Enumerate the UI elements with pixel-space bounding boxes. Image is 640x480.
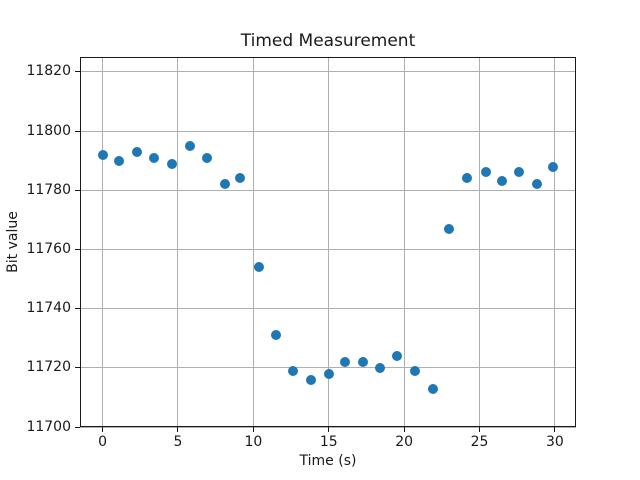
x-tick-mark (554, 427, 556, 432)
scatter-point (497, 176, 508, 187)
y-tick-label: 11760 (26, 240, 71, 257)
x-gridline (403, 57, 405, 427)
y-tick-label: 11800 (26, 122, 71, 139)
y-tick-mark (75, 367, 80, 369)
x-tick-mark (102, 427, 104, 432)
y-tick-mark (75, 189, 80, 191)
x-gridline (177, 57, 179, 427)
scatter-point (409, 365, 420, 376)
y-gridline (80, 130, 576, 132)
x-tick-label: 10 (244, 434, 263, 450)
x-tick-mark (328, 427, 330, 432)
y-tick-mark (75, 426, 80, 428)
y-tick-mark (75, 248, 80, 250)
y-tick-label: 11700 (26, 418, 71, 435)
scatter-point (148, 152, 159, 163)
scatter-point (234, 173, 245, 184)
y-tick-label: 11740 (26, 300, 71, 317)
x-tick-label: 5 (173, 434, 183, 450)
scatter-point (323, 368, 334, 379)
x-tick-label: 20 (395, 434, 414, 450)
scatter-point (166, 158, 177, 169)
scatter-point (219, 179, 230, 190)
y-gridline (80, 71, 576, 73)
plot-area (80, 57, 576, 427)
scatter-point (114, 155, 125, 166)
y-gridline (80, 426, 576, 428)
x-tick-label: 0 (98, 434, 108, 450)
x-gridline (252, 57, 254, 427)
x-tick-label: 25 (470, 434, 489, 450)
scatter-point (132, 146, 143, 157)
x-gridline (328, 57, 330, 427)
scatter-point (531, 179, 542, 190)
y-gridline (80, 308, 576, 310)
scatter-point (270, 330, 281, 341)
x-axis-label: Time (s) (299, 453, 357, 469)
y-tick-label: 11720 (26, 359, 71, 376)
scatter-point (444, 223, 455, 234)
y-tick-mark (75, 130, 80, 132)
chart-title: Timed Measurement (240, 31, 416, 51)
x-tick-mark (252, 427, 254, 432)
scatter-point (201, 152, 212, 163)
y-gridline (80, 189, 576, 191)
scatter-point (254, 262, 265, 273)
x-gridline (554, 57, 556, 427)
scatter-point (391, 350, 402, 361)
scatter-point (185, 140, 196, 151)
x-tick-mark (403, 427, 405, 432)
x-tick-label: 15 (319, 434, 338, 450)
y-tick-label: 11780 (26, 181, 71, 198)
scatter-point (97, 149, 108, 160)
scatter-point (462, 173, 473, 184)
x-tick-mark (479, 427, 480, 432)
scatter-point (480, 167, 491, 178)
y-gridline (80, 367, 576, 369)
x-gridline (479, 57, 480, 427)
scatter-point (358, 356, 369, 367)
y-gridline (80, 248, 576, 250)
y-tick-mark (75, 308, 80, 310)
scatter-point (427, 383, 438, 394)
y-tick-label: 11820 (26, 63, 71, 80)
y-tick-mark (75, 71, 80, 73)
scatter-point (305, 374, 316, 385)
scatter-point (513, 167, 524, 178)
x-tick-label: 30 (545, 434, 564, 450)
scatter-point (548, 161, 559, 172)
scatter-point (375, 362, 385, 373)
x-gridline (102, 57, 104, 427)
scatter-point (287, 365, 298, 376)
scatter-point (340, 356, 351, 367)
x-tick-mark (177, 427, 179, 432)
